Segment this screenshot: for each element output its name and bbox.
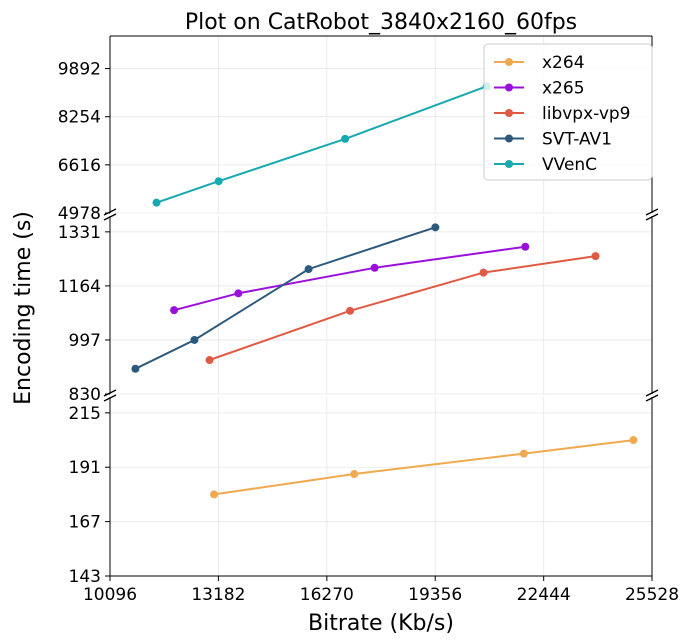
data-point-libvpx-vp9 [346,306,355,315]
y-tick-label: 8254 [58,108,101,128]
data-point-SVT-AV1 [304,265,313,274]
legend-label: x264 [542,53,585,73]
x-tick-label: 19356 [408,585,462,605]
data-point-libvpx-vp9 [591,252,600,261]
legend-swatch-marker [505,58,513,66]
data-point-VVenC [214,177,223,186]
y-tick-label: 191 [69,458,101,478]
y-axis-label: Encoding time (s) [11,211,36,405]
data-point-SVT-AV1 [190,335,199,344]
data-point-x265 [170,306,179,315]
x-tick-label: 25528 [625,585,679,605]
series-line-libvpx-vp9 [209,255,596,361]
data-point-x265 [234,289,243,298]
chart-title: Plot on CatRobot_3840x2160_60fps [185,10,577,35]
axis-break-mark [103,389,117,397]
y-tick-label: 143 [69,567,101,587]
data-point-libvpx-vp9 [205,356,214,365]
series-line-SVT-AV1 [134,226,436,370]
data-point-x264 [519,449,528,458]
axis-break-mark [645,389,659,397]
data-point-SVT-AV1 [131,364,140,373]
axis-break-mark [645,394,659,402]
legend-label: SVT-AV1 [542,130,612,150]
y-tick-label: 6616 [58,156,101,176]
series-line-x264 [213,439,634,496]
legend-label: libvpx-vp9 [542,104,631,124]
x-tick-label: 22444 [517,585,571,605]
y-tick-label: 9892 [58,60,101,80]
x-axis-label: Bitrate (Kb/s) [308,611,454,636]
y-tick-label: 830 [69,385,101,405]
data-point-libvpx-vp9 [479,268,488,277]
legend-swatch-marker [505,160,513,168]
legend-swatch-marker [505,109,513,117]
series-line-x265 [173,245,526,312]
y-tick-label: 997 [69,331,101,351]
data-point-x264 [350,470,359,479]
legend-box [483,43,653,181]
x-tick-label: 10096 [83,585,137,605]
axis-break-mark [103,394,117,402]
x-tick-label: 16270 [300,585,354,605]
y-tick-label: 167 [69,513,101,533]
data-point-x264 [210,490,219,499]
x-tick-label: 13182 [191,585,245,605]
legend-label: VVenC [542,155,597,175]
data-point-x265 [370,263,379,272]
axis-break-mark [645,213,659,221]
data-point-VVenC [341,134,350,143]
y-tick-label: 1164 [58,277,101,297]
axis-break-mark [103,208,117,216]
data-point-SVT-AV1 [431,223,440,232]
legend-swatch-marker [505,134,513,143]
y-tick-label: 4978 [58,204,101,224]
data-point-x265 [521,242,530,251]
axis-break-mark [645,208,659,216]
data-point-VVenC [152,198,161,207]
data-point-x264 [629,436,638,445]
series-line-VVenC [156,85,487,204]
legend-swatch-marker [505,83,513,92]
axis-break-mark [103,213,117,221]
legend-label: x265 [542,79,585,99]
y-tick-label: 1331 [58,223,101,243]
y-tick-label: 215 [69,404,101,424]
